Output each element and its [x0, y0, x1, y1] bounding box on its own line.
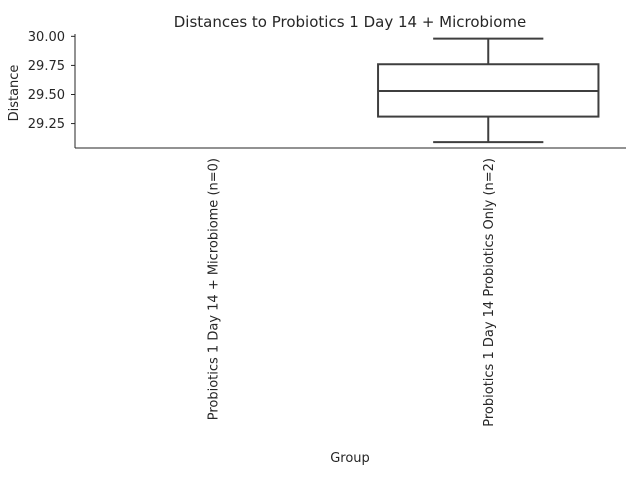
x-tick-label: Probiotics 1 Day 14 + Microbiome (n=0) — [206, 158, 221, 420]
x-axis-label: Group — [330, 451, 370, 466]
y-axis-ticks: 29.25 29.50 29.75 30.00 — [28, 30, 75, 132]
x-tick-label: Probiotics 1 Day 14 Probiotics Only (n=2… — [482, 158, 497, 427]
x-axis-ticks: Probiotics 1 Day 14 + Microbiome (n=0) Pr… — [206, 158, 497, 427]
box-group — [377, 37, 600, 144]
y-tick-label: 29.25 — [28, 117, 65, 132]
y-tick-label: 29.50 — [28, 88, 65, 103]
y-axis-label: Distance — [7, 65, 22, 122]
chart-title: Distances to Probiotics 1 Day 14 + Micro… — [174, 13, 527, 31]
y-tick-label: 29.75 — [28, 59, 65, 74]
box-plot-boxes — [377, 37, 600, 144]
y-tick-label: 30.00 — [28, 30, 65, 45]
